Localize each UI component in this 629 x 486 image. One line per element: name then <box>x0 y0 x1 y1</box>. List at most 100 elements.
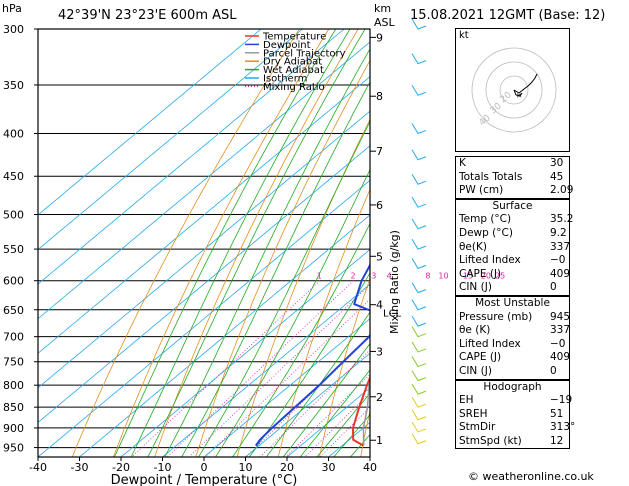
hodograph-plot: 40 30 20 ✕ <box>471 47 557 133</box>
hodograph-unit: kt <box>459 30 469 41</box>
hodograph-ring <box>485 61 543 119</box>
pressure-tick-label: 400 <box>3 127 24 140</box>
hodograph-title: Hodograph <box>456 379 569 395</box>
height-tick-label: 9 <box>376 31 383 44</box>
wet-adiabat-line <box>282 342 370 457</box>
pressure-tick-label: 800 <box>3 379 24 392</box>
pressure-tick-label: 650 <box>3 304 24 317</box>
wet-adiabat-line <box>248 272 370 457</box>
wind-barb <box>411 383 427 395</box>
mixing-ratio-label: 3 <box>371 272 376 281</box>
pressure-tick-label: 600 <box>3 275 24 288</box>
wind-barb <box>411 396 427 408</box>
isotherm-line <box>286 387 370 457</box>
wind-barb <box>411 84 427 96</box>
index-row: θe(K) 337 <box>459 240 571 253</box>
height-tick-label: 8 <box>376 90 383 103</box>
mixing-ratio-label: 2 <box>350 272 355 281</box>
temperature-tick-label: -20 <box>112 461 130 474</box>
index-row: PW (cm) 2.09 <box>459 184 574 197</box>
isotherm-line <box>120 248 370 457</box>
indices-table: K 30 Totals Totals 45 PW (cm) 2.09 Surface … <box>455 156 575 450</box>
height-tick-label: 6 <box>376 199 383 212</box>
hodograph-trace <box>513 73 538 94</box>
height-tick-label: 1 <box>376 434 383 447</box>
lcl-label: LCL <box>383 309 402 320</box>
pressure-tick-label: 300 <box>3 23 24 36</box>
wet-adiabat-line <box>147 29 366 457</box>
mixing-ratio-label: 10 <box>438 272 448 281</box>
most-unstable-title: Most Unstable <box>456 295 569 311</box>
wind-barb <box>411 258 427 270</box>
index-row: CAPE (J) 409 <box>459 267 571 280</box>
height-unit-label-asl: ASL <box>374 16 395 29</box>
pressure-unit-label: hPa <box>2 2 22 15</box>
hodograph-ring-label: 20 <box>499 90 514 105</box>
pressure-tick-label: 500 <box>3 208 24 221</box>
wind-barb <box>411 18 427 30</box>
dry-adiabat-line <box>567 4 629 459</box>
wet-adiabat-line <box>198 120 370 457</box>
plot-area <box>38 4 629 459</box>
index-row: CAPE (J) 409 <box>459 351 571 364</box>
isotherm-line <box>38 29 345 285</box>
mixing-ratio-line <box>304 392 370 457</box>
index-row: StmSpd (kt) 12 <box>459 434 564 447</box>
index-row: CIN (J) 0 <box>459 364 557 377</box>
wind-barb <box>411 433 427 445</box>
wind-barb <box>411 409 427 421</box>
mixing-ratio-line <box>131 280 321 457</box>
pressure-tick-label: 950 <box>3 442 24 455</box>
wind-barb <box>411 341 427 353</box>
wet-adiabat-line <box>299 369 370 457</box>
isotherm-line <box>161 283 370 457</box>
location-title: 42°39'N 23°23'E 600m ASL <box>58 8 237 23</box>
dry-adiabat-line <box>195 59 370 457</box>
wind-barb <box>411 196 427 208</box>
index-row: Lifted Index −0 <box>459 254 566 267</box>
datetime-title: 15.08.2021 12GMT (Base: 12) <box>410 8 606 23</box>
wet-adiabat-line <box>181 80 370 457</box>
footer-credit: © weatheronline.co.uk <box>468 470 594 483</box>
isotherm-line <box>203 318 370 457</box>
height-tick-label: 7 <box>376 145 383 158</box>
index-row: Lifted Index −0 <box>459 337 566 350</box>
dry-adiabat-line <box>318 277 370 457</box>
mixing-ratio-axis-label: Mixing Ratio (g/kg) <box>388 230 401 334</box>
mixing-ratio-label: 25 <box>495 272 505 281</box>
index-row: CIN (J) 0 <box>459 281 557 294</box>
isotherm-line <box>38 29 262 216</box>
isotherm-line <box>38 41 370 320</box>
index-row: Pressure (mb) 945 <box>459 310 571 323</box>
mixing-ratio-label: 4 <box>387 272 392 281</box>
legend-label: Isotherm <box>263 74 307 85</box>
height-tick-label: 3 <box>376 345 383 358</box>
wind-barb <box>411 356 427 368</box>
wind-barb <box>411 149 427 161</box>
wind-barb <box>411 53 427 65</box>
hodograph-ring-label: 30 <box>489 101 504 116</box>
hodograph-ring <box>499 75 529 105</box>
isotherm-line <box>78 214 370 457</box>
isotherm-line <box>244 352 370 457</box>
index-row: Temp (°C) 35.2 <box>459 213 574 226</box>
pressure-tick-label: 750 <box>3 356 24 369</box>
temperature-tick-label: 20 <box>280 461 294 474</box>
mixing-ratio-label: 1 <box>317 272 322 281</box>
dry-adiabat-line <box>112 29 330 457</box>
legend-label: Temperature <box>262 32 326 43</box>
hodograph-panel: kt 40 30 20 ✕ <box>455 28 570 152</box>
mixing-ratio-line <box>188 284 370 457</box>
index-row: θe (K) 337 <box>459 324 571 337</box>
wind-barb <box>411 299 427 311</box>
height-tick-label: 2 <box>376 391 383 404</box>
isotherm-line <box>38 76 370 354</box>
legend-label: Dry Adiabat <box>263 57 322 68</box>
wet-adiabat-line <box>130 29 351 457</box>
temperature-tick-label: 30 <box>322 461 336 474</box>
pressure-tick-label: 350 <box>3 79 24 92</box>
pressure-tick-label: 450 <box>3 170 24 183</box>
dry-adiabat-line <box>154 29 359 457</box>
temperature-tick-label: -30 <box>71 461 89 474</box>
